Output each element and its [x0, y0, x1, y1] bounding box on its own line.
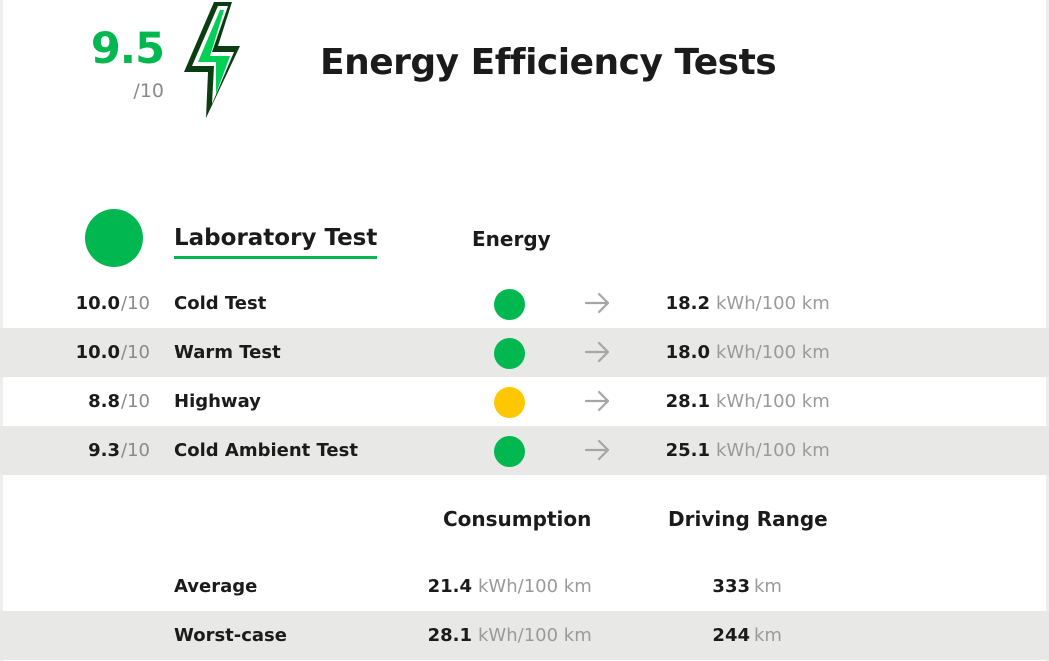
range-unit: km	[754, 625, 782, 646]
consumption-value: 28.1	[427, 625, 472, 646]
consumption-value: 21.4	[427, 576, 472, 597]
energy-value: 28.1	[665, 391, 710, 412]
driving-range-column-header: Driving Range	[668, 507, 828, 531]
energy-unit: kWh/100 km	[716, 440, 830, 461]
test-row: 10.0 /10 Warm Test 18.0 kWh/100 km	[0, 328, 1049, 377]
status-dot	[494, 338, 525, 369]
test-score: 10.0	[75, 293, 120, 314]
arrow-right-icon	[584, 439, 610, 461]
test-score-denominator: /10	[121, 342, 150, 363]
arrow-right-icon	[584, 341, 610, 363]
range-value: 333	[712, 576, 750, 597]
laboratory-test-heading: Laboratory Test	[174, 223, 378, 259]
summary-row: Average 21.4 kWh/100 km 333 km	[0, 562, 1049, 611]
energy-value: 18.2	[665, 293, 710, 314]
test-score: 9.3	[88, 440, 120, 461]
summary-label: Average	[174, 576, 258, 597]
overall-score: 9.5	[90, 24, 165, 74]
energy-unit: kWh/100 km	[716, 342, 830, 363]
test-score: 10.0	[75, 342, 120, 363]
test-name: Warm Test	[174, 342, 281, 363]
test-score-denominator: /10	[121, 293, 150, 314]
status-dot	[494, 387, 525, 418]
test-row: 8.8 /10 Highway 28.1 kWh/100 km	[0, 377, 1049, 426]
test-name: Cold Ambient Test	[174, 440, 358, 461]
energy-unit: kWh/100 km	[716, 293, 830, 314]
test-row: 9.3 /10 Cold Ambient Test 25.1 kWh/100 k…	[0, 426, 1049, 475]
page-title: Energy Efficiency Tests	[320, 42, 777, 83]
test-name: Highway	[174, 391, 261, 412]
test-score-denominator: /10	[121, 391, 150, 412]
test-score: 8.8	[88, 391, 120, 412]
overall-score-denominator: /10	[133, 80, 164, 102]
consumption-column-header: Consumption	[443, 507, 592, 531]
arrow-right-icon	[584, 390, 610, 412]
test-score-denominator: /10	[121, 440, 150, 461]
status-dot	[494, 289, 525, 320]
test-row: 10.0 /10 Cold Test 18.2 kWh/100 km	[0, 279, 1049, 328]
range-value: 244	[712, 625, 750, 646]
arrow-right-icon	[584, 292, 610, 314]
consumption-unit: kWh/100 km	[478, 576, 592, 597]
consumption-unit: kWh/100 km	[478, 625, 592, 646]
range-unit: km	[754, 576, 782, 597]
status-dot	[494, 436, 525, 467]
lightning-bolt-icon	[184, 2, 240, 118]
test-name: Cold Test	[174, 293, 267, 314]
summary-label: Worst-case	[174, 625, 287, 646]
summary-row: Worst-case 28.1 kWh/100 km 244 km	[0, 611, 1049, 660]
energy-value: 25.1	[665, 440, 710, 461]
energy-unit: kWh/100 km	[716, 391, 830, 412]
energy-value: 18.0	[665, 342, 710, 363]
energy-column-header: Energy	[472, 227, 551, 251]
laboratory-status-dot	[85, 209, 143, 267]
